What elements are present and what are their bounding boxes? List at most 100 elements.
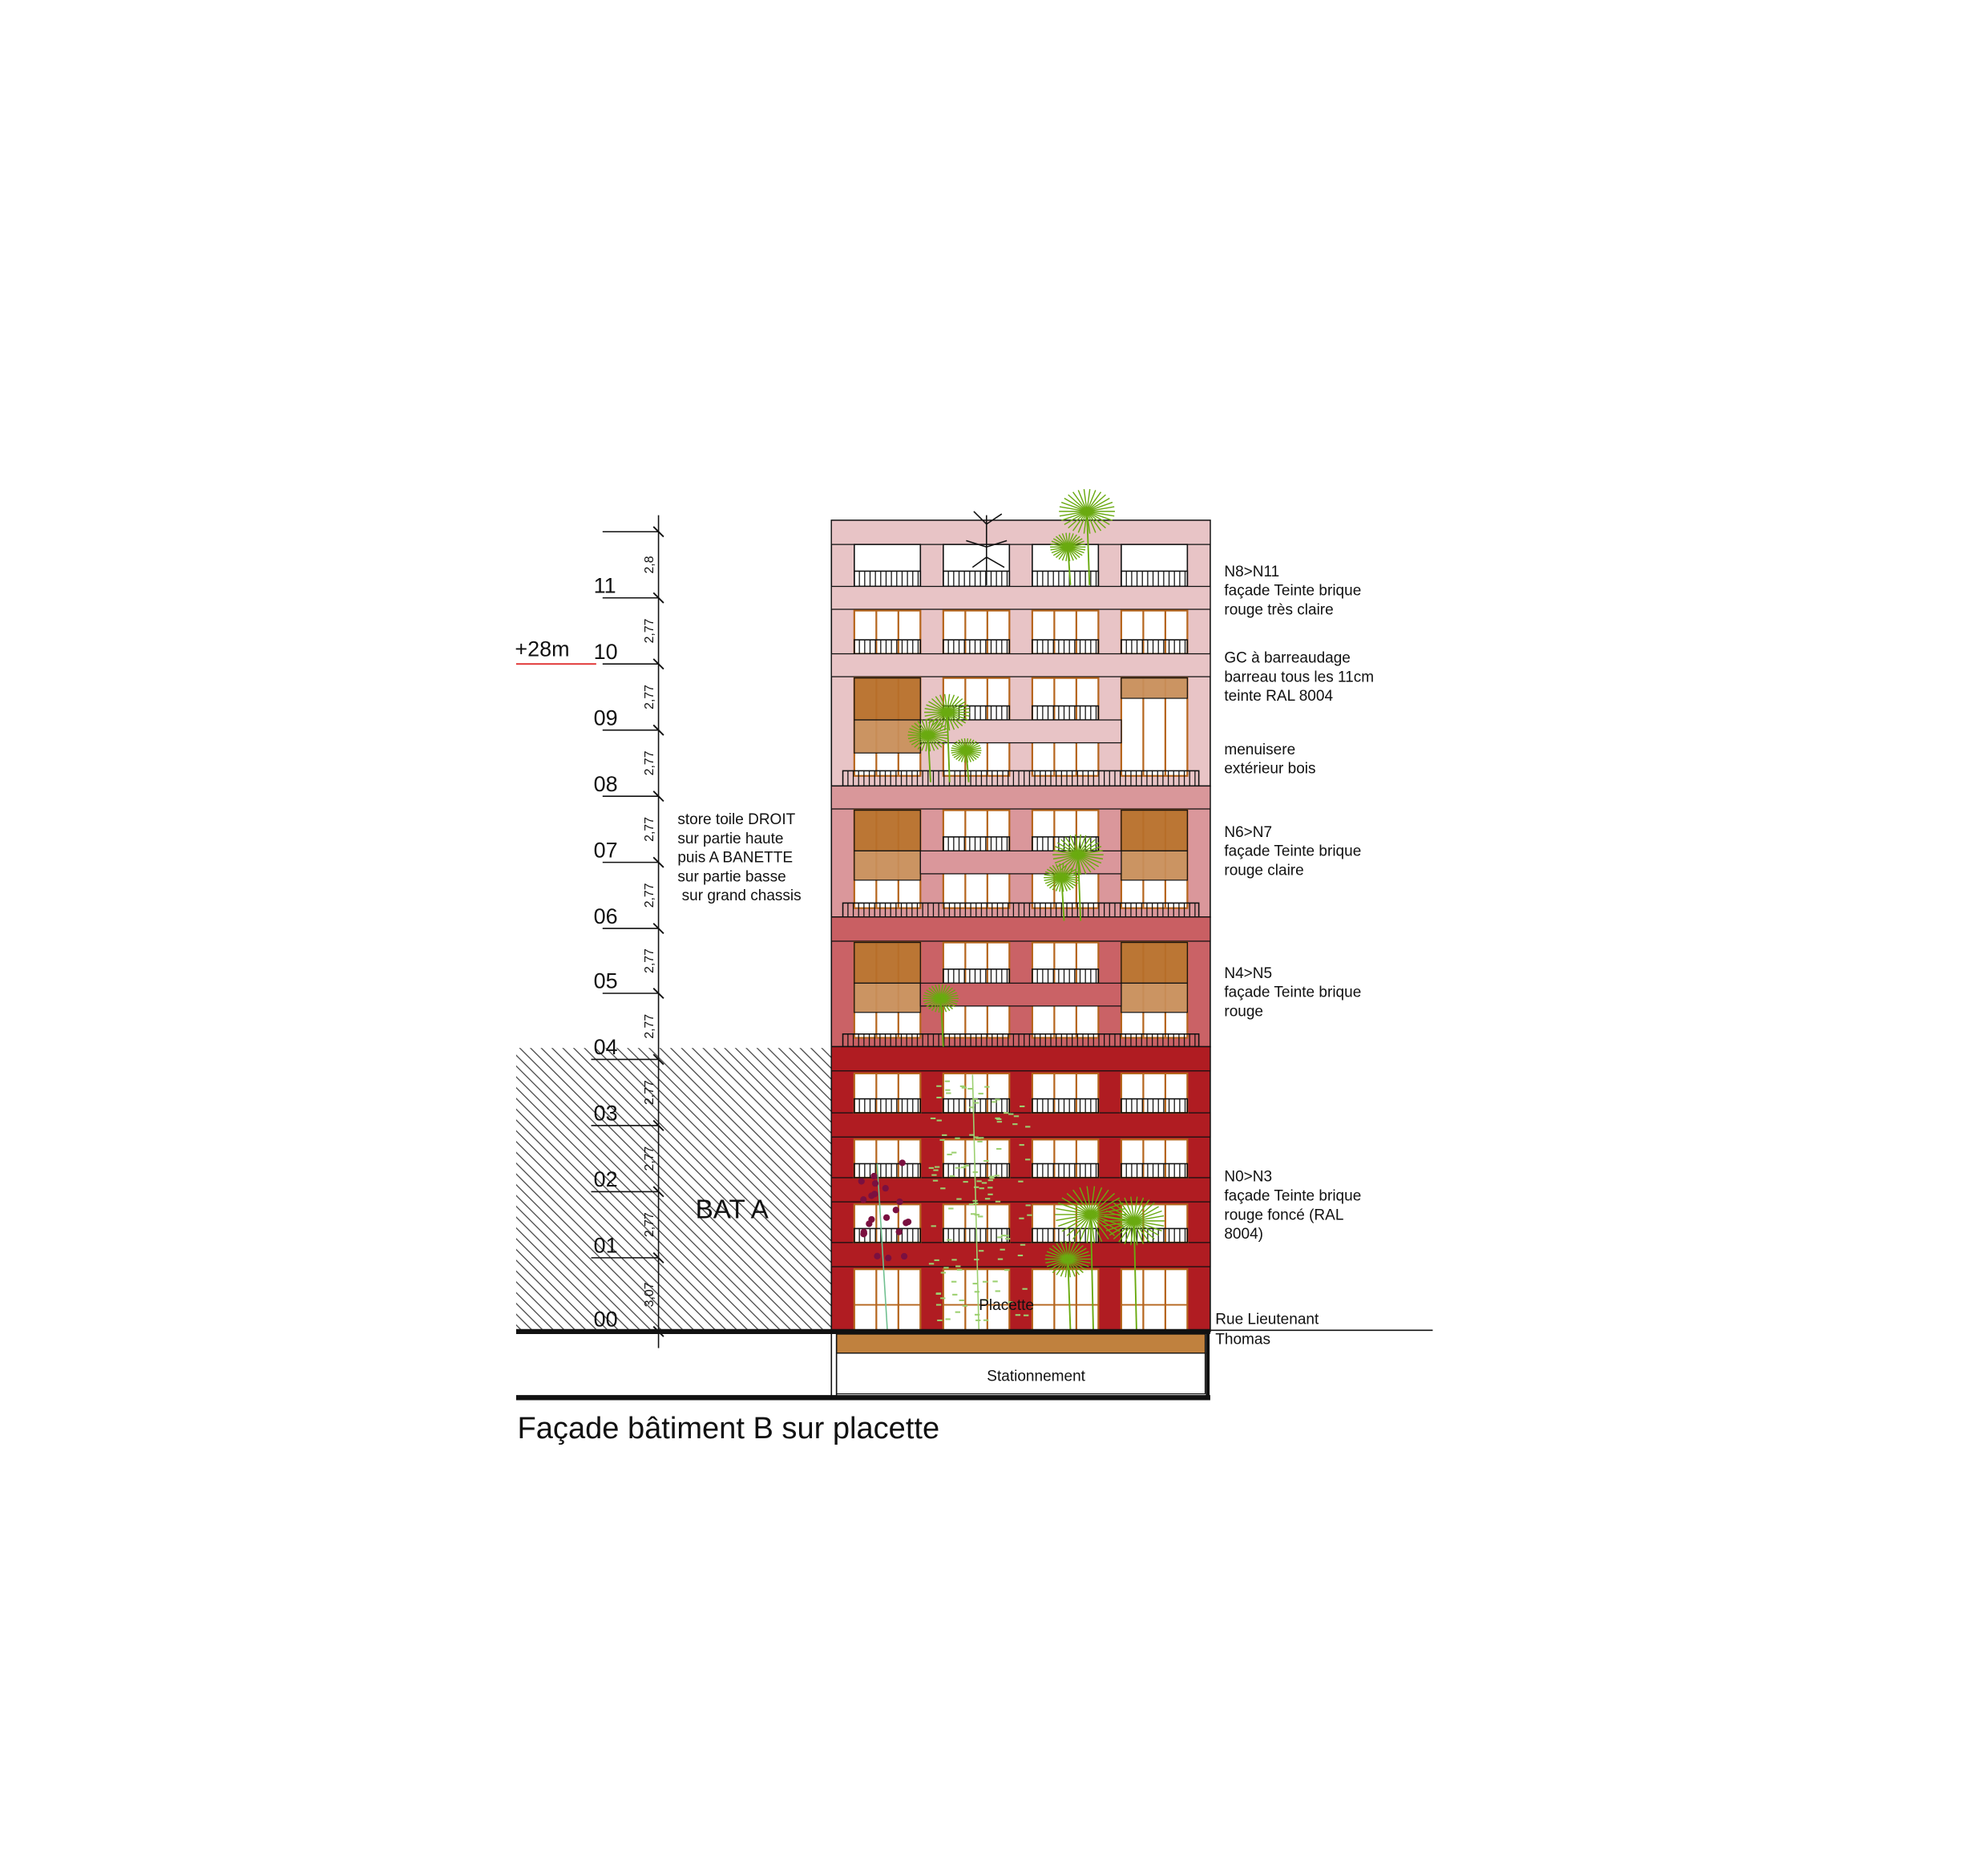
window-blind bbox=[1121, 850, 1189, 881]
duplex-band bbox=[919, 719, 1122, 744]
dimension-tick bbox=[652, 987, 664, 1000]
elevation-marker: +28m bbox=[515, 637, 569, 661]
svg-text:menuisere: menuisere bbox=[1224, 742, 1295, 758]
floor-slab-band bbox=[830, 1112, 1211, 1138]
svg-text:N6>N7: N6>N7 bbox=[1224, 824, 1272, 841]
window bbox=[1120, 1138, 1189, 1179]
svg-text:barreau tous les 11cm: barreau tous les 11cm bbox=[1224, 669, 1374, 685]
window bbox=[1031, 1072, 1100, 1114]
placette-label: Placette bbox=[979, 1297, 1034, 1314]
level-dimension-chain: 2,8 2,77 2,77 2,77 2,77 2,77 2,77 2,77 2,77 2,77 2… bbox=[591, 515, 664, 1348]
svg-text:extérieur bois: extérieur bois bbox=[1224, 761, 1315, 778]
window bbox=[1120, 1072, 1189, 1114]
palm-plant-icon bbox=[1050, 532, 1086, 585]
roof-opening bbox=[1121, 544, 1189, 588]
svg-text:rouge très claire: rouge très claire bbox=[1224, 601, 1333, 618]
level-label: 02 bbox=[594, 1167, 618, 1191]
duplex-band bbox=[919, 982, 1122, 1007]
annotation-n0-n3: N0>N3 façade Teinte brique rouge foncé (… bbox=[1224, 1169, 1361, 1243]
dimension-value: 2,77 bbox=[643, 750, 656, 775]
svg-text:rouge claire: rouge claire bbox=[1224, 862, 1303, 879]
window-blind bbox=[1121, 982, 1189, 1013]
balcony-railing bbox=[854, 639, 922, 655]
level-label: 09 bbox=[594, 706, 618, 730]
level-label: 11 bbox=[594, 573, 616, 597]
dimension-value: 2,77 bbox=[643, 883, 656, 908]
level-label: 03 bbox=[594, 1102, 618, 1126]
window bbox=[853, 1072, 922, 1114]
dimension-value: 2,77 bbox=[643, 618, 656, 643]
palm-plant-icon bbox=[907, 718, 949, 782]
balcony-railing bbox=[1121, 1098, 1189, 1114]
dimension-value: 2,77 bbox=[643, 1212, 656, 1237]
dimension-tick bbox=[652, 724, 664, 736]
dimension-value: 2,77 bbox=[643, 1080, 656, 1105]
svg-text:rouge: rouge bbox=[1224, 1004, 1263, 1021]
dimension-value: 2,77 bbox=[643, 817, 656, 842]
window bbox=[942, 1138, 1011, 1179]
balcony-railing bbox=[854, 570, 922, 588]
window-blind bbox=[854, 982, 921, 1013]
dimension-tick bbox=[652, 790, 664, 803]
flowering-shrub-icon bbox=[858, 1159, 912, 1331]
balcony-railing bbox=[1121, 570, 1189, 588]
dimension-tick bbox=[652, 1186, 664, 1198]
parking-label: Stationnement bbox=[987, 1369, 1085, 1385]
window bbox=[1031, 1268, 1100, 1332]
floor-slab-band bbox=[830, 585, 1211, 610]
window-blind bbox=[1121, 677, 1189, 699]
window-blind bbox=[854, 719, 921, 754]
annotation-n6-n7: N6>N7 façade Teinte brique rouge claire bbox=[1224, 824, 1361, 879]
dimension-value: 2,77 bbox=[643, 948, 656, 973]
palm-plant-icon bbox=[1052, 834, 1104, 921]
balcony-railing bbox=[1032, 1098, 1100, 1114]
svg-text:store toile DROIT: store toile DROIT bbox=[677, 811, 795, 828]
window bbox=[1120, 609, 1189, 655]
window-blind bbox=[854, 809, 921, 851]
floor-slab-band bbox=[830, 1045, 1211, 1072]
balcony-railing bbox=[943, 1098, 1011, 1114]
street-label-2: Thomas bbox=[1215, 1332, 1270, 1348]
window bbox=[1031, 609, 1100, 655]
level-label: 00 bbox=[594, 1308, 618, 1332]
palm-plant-icon bbox=[1055, 1186, 1127, 1331]
window-blind bbox=[854, 677, 921, 721]
dimension-tick bbox=[652, 1251, 664, 1263]
svg-text:8004): 8004) bbox=[1224, 1226, 1263, 1243]
dimension-tick bbox=[652, 658, 664, 670]
svg-text:teinte RAL 8004: teinte RAL 8004 bbox=[1224, 688, 1333, 705]
dimension-tick bbox=[652, 1119, 664, 1131]
dimension-value: 2,77 bbox=[643, 1014, 656, 1039]
svg-text:N4>N5: N4>N5 bbox=[1224, 965, 1272, 982]
svg-text:sur partie basse: sur partie basse bbox=[677, 868, 786, 885]
dimension-tick bbox=[652, 1053, 664, 1065]
svg-text:façade Teinte brique: façade Teinte brique bbox=[1224, 984, 1361, 1001]
annotation-joinery: menuisere extérieur bois bbox=[1224, 742, 1315, 778]
window-blind bbox=[1121, 941, 1189, 984]
window bbox=[853, 609, 922, 655]
level-label: 05 bbox=[594, 969, 618, 993]
level-label: 04 bbox=[594, 1035, 618, 1059]
svg-text:N0>N3: N0>N3 bbox=[1224, 1169, 1272, 1186]
palm-plant-icon bbox=[924, 693, 971, 782]
palm-plant-icon bbox=[951, 738, 982, 782]
dimension-tick bbox=[652, 923, 664, 935]
balcony-railing bbox=[854, 1162, 922, 1179]
svg-text:GC à barreaudage: GC à barreaudage bbox=[1224, 650, 1351, 667]
dimension-value: 2,77 bbox=[643, 1146, 656, 1171]
window bbox=[942, 609, 1011, 655]
parking-slab bbox=[835, 1333, 1206, 1354]
palm-plant-icon bbox=[1044, 863, 1080, 921]
balcony-railing bbox=[1121, 1162, 1189, 1179]
bare-tree-icon bbox=[966, 511, 1008, 585]
dimension-value: 3,07 bbox=[643, 1282, 656, 1307]
balcony-railing bbox=[842, 770, 1200, 787]
bat-a-label: BAT A bbox=[696, 1195, 769, 1225]
palm-plant-icon bbox=[923, 984, 959, 1047]
parking-box bbox=[835, 1352, 1206, 1395]
dimension-value: 2,8 bbox=[643, 556, 656, 573]
annotation-n8-n11: N8>N11 façade Teinte brique rouge très c… bbox=[1224, 564, 1361, 619]
level-label: 07 bbox=[594, 838, 618, 862]
balcony-railing bbox=[854, 1098, 922, 1114]
